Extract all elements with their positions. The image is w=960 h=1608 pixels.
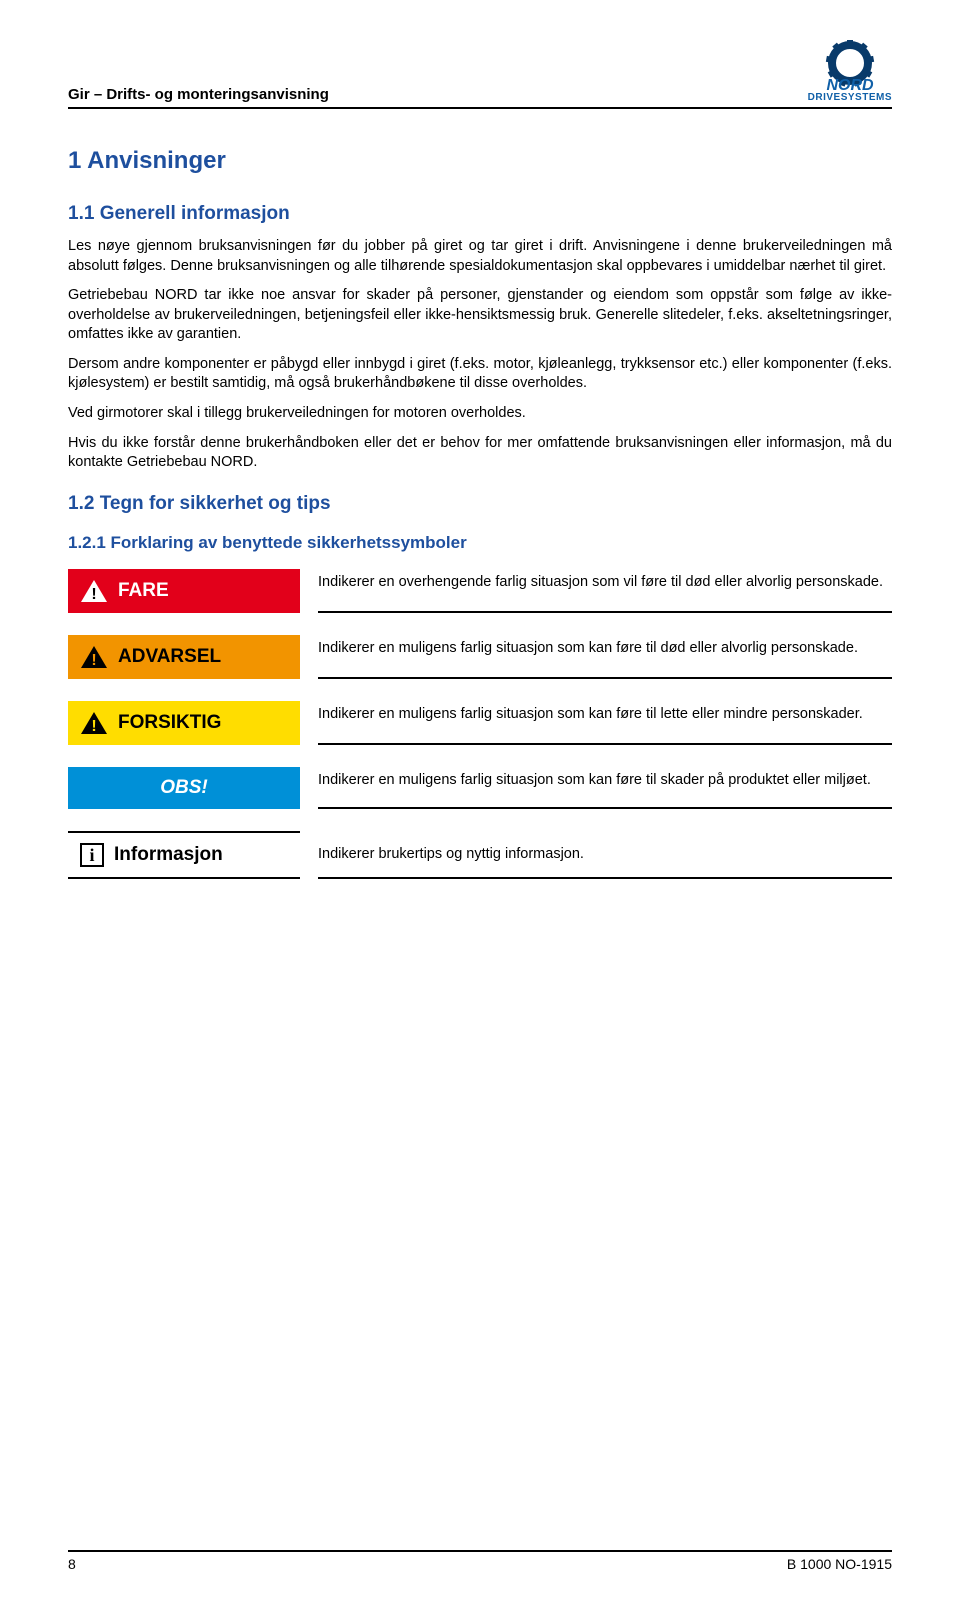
fare-underline — [318, 611, 892, 613]
info-label-text: Informasjon — [114, 844, 223, 866]
paragraph-1: Les nøye gjennom bruksanvisningen før du… — [68, 237, 892, 276]
svg-text:!: ! — [91, 718, 96, 735]
header-title: Gir – Drifts- og monteringsanvisning — [68, 86, 329, 103]
fare-label-box: ! FARE — [68, 569, 300, 613]
info-text-wrap: Indikerer brukertips og nyttig informasj… — [300, 831, 892, 879]
safety-info-row: i Informasjon Indikerer brukertips og ny… — [68, 831, 892, 879]
forsiktig-description: Indikerer en muligens farlig situasjon s… — [300, 701, 892, 743]
advarsel-label-text: ADVARSEL — [118, 646, 221, 668]
fare-description: Indikerer en overhengende farlig situasj… — [300, 569, 892, 611]
nord-gear-icon: NORD — [815, 40, 885, 92]
paragraph-3: Dersom andre komponenter er påbygd eller… — [68, 355, 892, 394]
fare-label-text: FARE — [118, 580, 169, 602]
brand-subtitle: DRIVESYSTEMS — [808, 92, 892, 103]
info-icon: i — [80, 843, 104, 867]
paragraph-2: Getriebebau NORD tar ikke noe ansvar for… — [68, 286, 892, 345]
forsiktig-label-box: ! FORSIKTIG — [68, 701, 300, 745]
heading-1-1: 1.1 Generell informasjon — [68, 203, 892, 225]
alert-icon: ! — [80, 579, 108, 603]
footer-divider — [68, 1550, 892, 1552]
obs-label-text: OBS! — [160, 777, 208, 799]
alert-icon: ! — [80, 711, 108, 735]
forsiktig-label-text: FORSIKTIG — [118, 712, 221, 734]
safety-obs-row: OBS! Indikerer en muligens farlig situas… — [68, 767, 892, 809]
obs-underline — [318, 807, 892, 809]
heading-1: 1 Anvisninger — [68, 147, 892, 175]
advarsel-text-wrap: Indikerer en muligens farlig situasjon s… — [300, 635, 892, 679]
advarsel-label-box: ! ADVARSEL — [68, 635, 300, 679]
fare-text-wrap: Indikerer en overhengende farlig situasj… — [300, 569, 892, 613]
paragraph-4: Ved girmotorer skal i tillegg brukerveil… — [68, 404, 892, 424]
alert-icon: ! — [80, 645, 108, 669]
safety-fare-row: ! FARE Indikerer en overhengende farlig … — [68, 569, 892, 613]
page-number: 8 — [68, 1556, 76, 1572]
info-description: Indikerer brukertips og nyttig informasj… — [300, 831, 892, 877]
svg-text:!: ! — [91, 652, 96, 669]
header-divider — [68, 107, 892, 109]
obs-text-wrap: Indikerer en muligens farlig situasjon s… — [300, 767, 892, 809]
doc-code: B 1000 NO-1915 — [787, 1556, 892, 1572]
heading-1-2-1: 1.2.1 Forklaring av benyttede sikkerhets… — [68, 533, 892, 553]
brand-logo: NORD DRIVESYSTEMS — [808, 40, 892, 103]
page-footer: 8 B 1000 NO-1915 — [68, 1550, 892, 1572]
svg-text:!: ! — [91, 586, 96, 603]
forsiktig-text-wrap: Indikerer en muligens farlig situasjon s… — [300, 701, 892, 745]
info-underline — [318, 877, 892, 879]
paragraph-5: Hvis du ikke forstår denne brukerhåndbok… — [68, 434, 892, 473]
heading-1-2: 1.2 Tegn for sikkerhet og tips — [68, 493, 892, 515]
advarsel-underline — [318, 677, 892, 679]
info-label-box: i Informasjon — [68, 831, 300, 879]
obs-label-box: OBS! — [68, 767, 300, 809]
safety-advarsel-row: ! ADVARSEL Indikerer en muligens farlig … — [68, 635, 892, 679]
forsiktig-underline — [318, 743, 892, 745]
page-header: Gir – Drifts- og monteringsanvisning — [68, 40, 892, 103]
obs-description: Indikerer en muligens farlig situasjon s… — [300, 767, 892, 807]
advarsel-description: Indikerer en muligens farlig situasjon s… — [300, 635, 892, 677]
safety-forsiktig-row: ! FORSIKTIG Indikerer en muligens farlig… — [68, 701, 892, 745]
svg-text:NORD: NORD — [826, 77, 874, 92]
